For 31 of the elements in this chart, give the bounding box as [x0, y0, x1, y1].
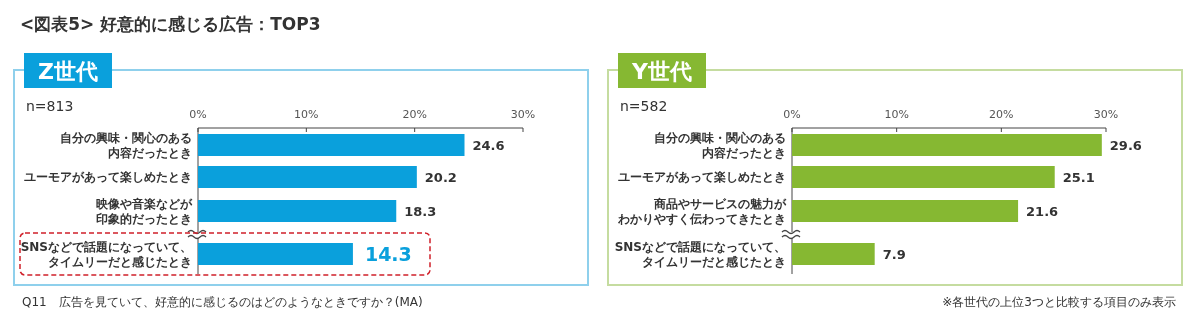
text: <図表5> 好意的に感じる広告：TOP3 [20, 14, 321, 34]
x-tick-label: 0% [189, 108, 207, 121]
data-label: 14.3 [364, 243, 412, 265]
chart-title: Y世代 [631, 59, 692, 84]
y-tick-label: 自分の興味・関心のある内容だったとき [654, 130, 786, 160]
x-tick-label: 30% [510, 108, 536, 121]
text: n=582 [620, 98, 668, 114]
x-tick-label: 10% [884, 108, 909, 121]
y-tick-label: 映像や音楽などが印象的だったとき [96, 196, 193, 226]
y-tick-label: SNSなどで話題になっていて、タイムリーだと感じたとき [20, 239, 192, 269]
y-tick-label: ユーモアがあって楽しめたとき [618, 170, 786, 184]
text: Q11 広告を見ていて、好意的に感じるのはどのようなときですか？(MA) [22, 295, 423, 309]
y-tick-label: ユーモアがあって楽しめたとき [24, 170, 192, 184]
data-label: 7.9 [882, 247, 906, 262]
chart-title: Z世代 [38, 59, 98, 84]
data-label: 25.1 [1062, 170, 1095, 185]
data-label: 21.6 [1026, 204, 1059, 219]
text: n=813 [26, 98, 74, 114]
text: ※各世代の上位3つと比較する項目のみ表示 [942, 295, 1176, 309]
data-label: 24.6 [472, 138, 505, 153]
data-label: 20.2 [424, 170, 457, 185]
x-tick-label: 10% [294, 108, 319, 121]
x-tick-label: 20% [402, 108, 427, 121]
data-label: 29.6 [1109, 138, 1142, 153]
x-tick-label: 20% [989, 108, 1014, 121]
y-tick-label: 商品やサービスの魅力がわかりやすく伝わってきたとき [617, 196, 787, 226]
y-tick-label: SNSなどで話題になっていて、タイムリーだと感じたとき [614, 239, 786, 269]
y-tick-label: 自分の興味・関心のある内容だったとき [60, 130, 192, 160]
x-tick-label: 30% [1093, 108, 1119, 121]
x-tick-label: 0% [783, 108, 801, 121]
data-label: 18.3 [404, 204, 437, 219]
